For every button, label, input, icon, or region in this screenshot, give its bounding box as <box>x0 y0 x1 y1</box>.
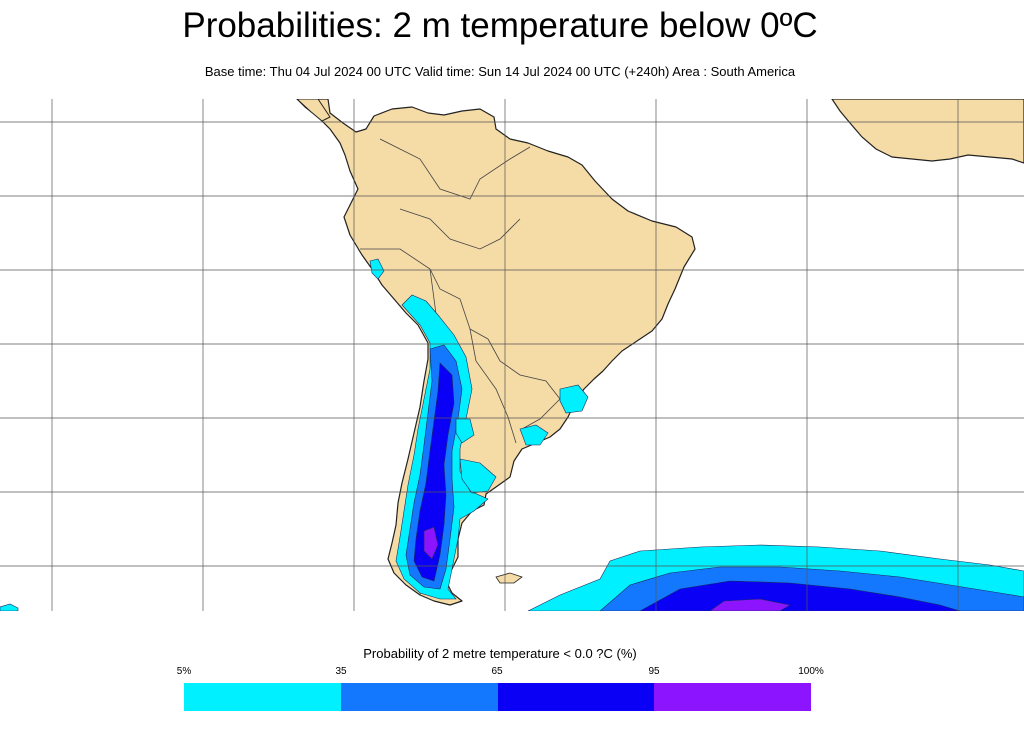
forecast-map <box>0 99 1024 611</box>
legend-title: Probability of 2 metre temperature < 0.0… <box>363 646 637 661</box>
south-america-land <box>296 99 696 606</box>
central-america-land <box>296 99 331 122</box>
map-title: Probabilities: 2 m temperature below 0ºC <box>182 6 818 45</box>
legend-tick: 35 <box>335 666 347 677</box>
legend-tick: 5% <box>176 666 192 677</box>
legend-tick: 65 <box>491 666 503 677</box>
legend-swatch-35-65 <box>340 683 498 711</box>
map-subtitle: Base time: Thu 04 Jul 2024 00 UTC Valid … <box>204 64 796 79</box>
probability-contours-antarctica <box>0 544 1024 611</box>
legend-colorbar <box>184 683 811 711</box>
legend-swatch-95-100 <box>654 683 811 711</box>
legend-swatch-65-95 <box>497 683 655 711</box>
africa-land <box>831 99 1024 164</box>
graticule <box>0 99 1024 611</box>
legend-swatch-5-35 <box>184 683 341 711</box>
legend-tick: 95 <box>648 666 660 677</box>
legend-tick: 100% <box>798 666 824 677</box>
probability-contours-andes <box>369 258 589 600</box>
